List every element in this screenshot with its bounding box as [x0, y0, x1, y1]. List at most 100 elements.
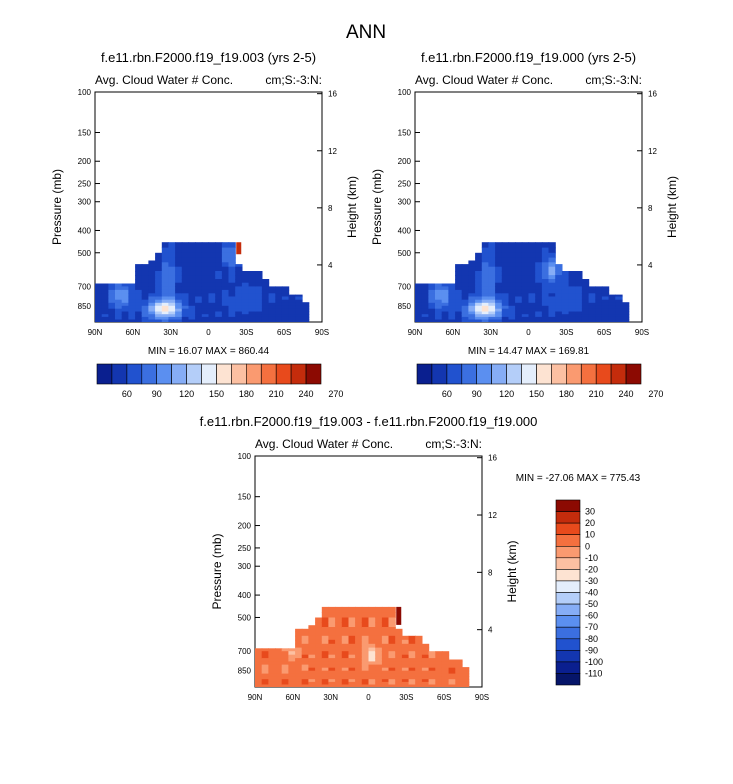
y-tick-label: 850 [398, 302, 412, 311]
field-cell [101, 293, 109, 298]
field-cell [435, 673, 443, 677]
field-cell [128, 311, 136, 315]
field-cell [381, 643, 390, 649]
field-cell [321, 627, 330, 633]
field-cell [475, 316, 483, 321]
field-cell [581, 316, 590, 321]
field-cell [495, 293, 503, 298]
field-cell [535, 319, 543, 322]
field-cell [175, 289, 183, 294]
field-cell [335, 639, 343, 645]
field-cell [428, 308, 436, 313]
field-cell [515, 286, 523, 291]
field-cell [368, 635, 376, 641]
field-cell [481, 296, 490, 301]
left-string: Avg. Cloud Water # Conc. [95, 73, 233, 87]
field-cell [281, 681, 289, 686]
x-tick-label: 0 [206, 328, 211, 337]
field-cell [168, 252, 176, 259]
field-cell [301, 681, 309, 686]
field-cell [515, 314, 523, 318]
field-cell [375, 661, 383, 666]
field-cell [341, 651, 350, 656]
field-cell [175, 257, 183, 263]
field-cell [321, 673, 330, 677]
field-cell [475, 319, 483, 322]
field-cell [175, 247, 183, 254]
field-cell [415, 308, 423, 313]
x-tick-label: 0 [366, 693, 371, 702]
colorbar-label: 210 [589, 389, 604, 399]
field-cell [508, 282, 516, 287]
field-cell [288, 305, 296, 310]
field-cell [328, 651, 336, 656]
x-tick-label: 60S [597, 328, 611, 337]
field-cell [195, 252, 203, 259]
field-cell [555, 299, 563, 304]
field-cell [101, 308, 109, 313]
colorbar-label: -20 [585, 564, 598, 574]
field-cell [135, 289, 143, 294]
field-cell [461, 289, 469, 294]
field-cell [435, 658, 443, 662]
field-cell [555, 296, 563, 301]
field-cell [288, 667, 296, 672]
field-cell [155, 296, 163, 301]
colorbar-label: 90 [472, 389, 482, 399]
field-cell [281, 648, 289, 652]
field-cell [341, 661, 350, 666]
field-cell [328, 606, 336, 613]
field-cell [375, 639, 383, 645]
field-cell [388, 661, 396, 666]
field-cell [401, 635, 410, 641]
field-cell [315, 617, 323, 623]
field-cell [355, 635, 363, 641]
field-cell [428, 651, 436, 656]
field-cell [248, 286, 256, 291]
field-cell [228, 289, 236, 294]
field-cell [448, 670, 456, 675]
field-cell [462, 670, 470, 675]
x-tick-label: 60S [437, 693, 451, 702]
field-cell [101, 283, 109, 287]
field-cell [261, 305, 270, 310]
field-cell [495, 319, 503, 322]
field-cell [181, 286, 190, 291]
field-cell [328, 639, 336, 645]
field-cell [188, 282, 196, 287]
field-cell [521, 311, 530, 315]
field-cell [195, 262, 203, 268]
field-cell [228, 296, 236, 301]
field-cell [135, 266, 143, 272]
field-cell [361, 664, 370, 669]
right-string: cm;S:-3:N: [425, 437, 482, 451]
field-cell [401, 673, 410, 677]
field-cell [295, 647, 303, 652]
field-cell [608, 308, 616, 313]
field-cell [488, 319, 496, 322]
field-cell [622, 311, 630, 315]
field-cell [481, 305, 490, 310]
field-cell [581, 314, 590, 318]
y2-tick-label: 12 [488, 511, 497, 520]
field-cell [368, 684, 376, 687]
field-cell [288, 654, 296, 659]
field-cell [308, 647, 316, 652]
field-cell [228, 275, 236, 280]
field-cell [368, 664, 376, 669]
field-cell [395, 681, 403, 686]
field-cell [441, 305, 449, 310]
field-cell [335, 670, 343, 675]
colorbar-swatch [126, 363, 143, 385]
panel-1: f.e11.rbn.F2000.f19_f19.003 (yrs 2-5)Avg… [50, 50, 359, 399]
field-cell [375, 612, 383, 618]
field-cell [261, 314, 270, 318]
field-cell [348, 679, 356, 683]
field-cell [308, 654, 316, 659]
field-cell [521, 275, 530, 280]
field-cell [188, 302, 196, 307]
field-cell [588, 311, 596, 315]
field-cell [215, 305, 223, 310]
field-cell [261, 651, 269, 656]
field-cell [375, 681, 383, 686]
